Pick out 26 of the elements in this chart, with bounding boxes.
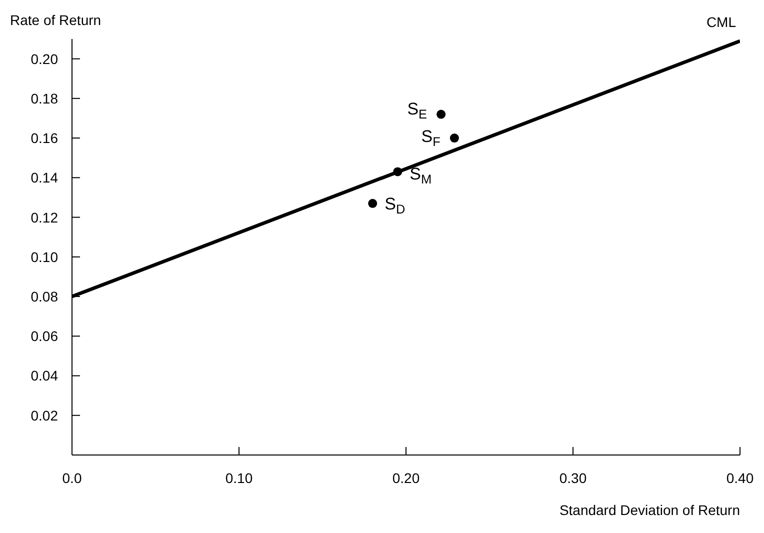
series-label: CML: [706, 14, 736, 30]
y-tick-label: 0.04: [30, 368, 58, 384]
y-tick-label: 0.10: [30, 248, 58, 265]
x-tick-label: 0.40: [726, 470, 754, 486]
point: [436, 110, 446, 119]
y-tick-label: 0.02: [30, 407, 58, 424]
y-tick-label: 0.18: [30, 90, 58, 106]
y-tick-label: 0.16: [30, 130, 58, 146]
y-tick-label: 0.12: [30, 209, 58, 226]
point: [393, 167, 402, 176]
annotation: S$_{F}$: [421, 127, 441, 149]
y-axis-title: Rate of Return: [10, 12, 102, 28]
point: [368, 198, 378, 208]
x-tick-label: 0.0: [62, 470, 82, 486]
y-tick-label: 0.08: [30, 288, 58, 304]
y-tick-label: 0.20: [30, 50, 58, 67]
annotation: S$_{E}$: [407, 99, 428, 122]
y-tick-label: 0.06: [30, 328, 58, 344]
x-axis-title: Standard Deviation of Return: [559, 502, 740, 518]
x-tick-label: 0.20: [392, 470, 420, 486]
y-tick-label: 0.14: [30, 170, 58, 186]
x-tick-label: 0.10: [225, 470, 253, 486]
annotation: S$_{M}$: [410, 164, 432, 187]
x-tick-label: 0.30: [559, 470, 587, 486]
annotation: S$_{D}$: [384, 194, 406, 216]
point: [450, 134, 459, 143]
